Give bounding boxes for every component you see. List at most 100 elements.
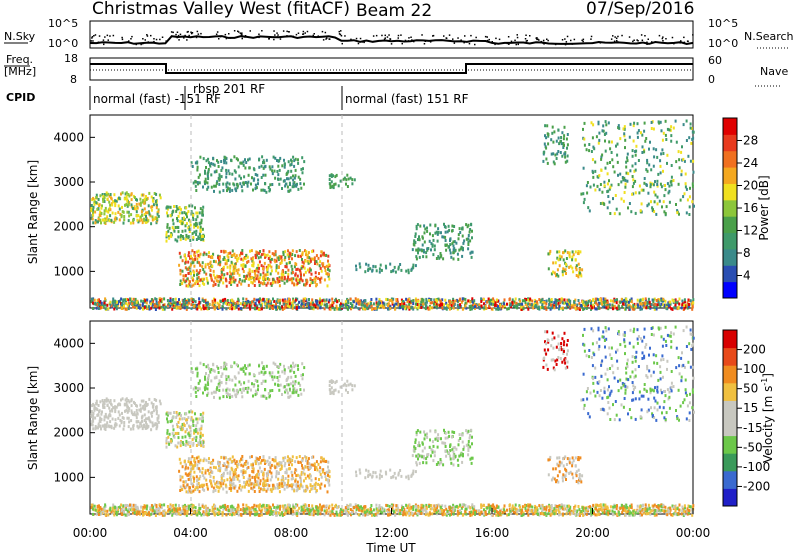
nsearch-dot	[216, 31, 219, 33]
power-cell	[235, 304, 238, 308]
power-cell	[193, 251, 196, 254]
nsearch-dot	[647, 38, 649, 40]
power-cell	[353, 178, 356, 182]
power-cell	[452, 244, 455, 248]
power-cell	[407, 271, 410, 275]
nsearch-dot	[637, 40, 639, 42]
power-cell	[127, 203, 130, 207]
power-cell	[95, 196, 98, 199]
velocity-cell	[204, 471, 207, 475]
velocity-cell	[193, 470, 196, 474]
power-cell	[344, 300, 347, 304]
velocity-cell	[218, 388, 221, 392]
power-cell	[492, 297, 495, 301]
power-cell	[378, 298, 381, 302]
power-cell	[661, 138, 664, 142]
nsearch-dot	[121, 38, 124, 41]
power-cell	[176, 225, 179, 229]
power-cell	[428, 239, 431, 243]
velocity-cell	[246, 461, 249, 465]
power-cell	[125, 197, 128, 201]
velocity-cell	[232, 482, 235, 486]
power-cell	[591, 306, 593, 310]
power-cell	[123, 304, 125, 308]
velocity-data	[90, 325, 695, 517]
power-cell	[660, 129, 663, 133]
power-cell	[111, 203, 114, 207]
power-cell	[201, 277, 204, 281]
power-cell	[242, 265, 245, 269]
power-cell	[566, 133, 569, 136]
power-cell	[327, 272, 330, 276]
plot-title: Christmas Valley West (fitACF)	[92, 0, 350, 19]
power-cell	[556, 256, 559, 260]
power-cell	[317, 256, 320, 260]
power-cell	[268, 307, 271, 310]
power-cell	[136, 218, 139, 222]
nsearch-dot	[515, 43, 517, 46]
velocity-cell	[320, 482, 323, 486]
velocity-cell	[223, 364, 225, 368]
power-cell	[250, 182, 252, 186]
power-cell	[176, 302, 179, 306]
power-cell	[118, 218, 121, 222]
power-cell	[191, 165, 194, 168]
power-cell	[439, 301, 442, 305]
power-cell	[672, 126, 675, 130]
power-cell	[351, 305, 353, 309]
power-cell	[407, 298, 410, 302]
velocity-cell	[216, 365, 218, 369]
velocity-cell	[185, 428, 188, 432]
nsearch-dot	[375, 34, 378, 37]
velocity-cell	[231, 460, 234, 463]
power-cell	[240, 251, 243, 255]
power-cell	[622, 199, 625, 203]
power-cell	[657, 303, 660, 307]
power-cell	[178, 301, 181, 305]
power-cell	[225, 185, 228, 189]
power-cell	[285, 262, 288, 266]
power-cell	[195, 223, 198, 227]
power-cell	[199, 207, 202, 211]
power-cell	[214, 184, 217, 188]
velocity-cell	[125, 397, 128, 401]
power-cell	[376, 302, 379, 306]
power-cell	[225, 168, 228, 172]
power-cell	[546, 124, 549, 128]
power-cell	[179, 255, 182, 259]
velocity-cell	[276, 483, 279, 487]
power-cell	[217, 279, 219, 283]
power-cell	[556, 250, 559, 254]
velocity-cell	[138, 408, 141, 412]
power-cell	[452, 240, 455, 244]
power-cell	[190, 284, 193, 288]
power-cell	[234, 177, 237, 181]
power-cell	[675, 140, 678, 144]
velocity-cell	[189, 426, 192, 430]
power-cell	[583, 307, 586, 311]
velocity-cell	[234, 461, 237, 465]
velocity-cell	[283, 464, 286, 468]
power-cell	[692, 159, 695, 163]
velocity-cell	[205, 372, 207, 375]
power-cell	[383, 304, 386, 308]
power-cell	[151, 215, 154, 219]
velocity-cell	[315, 460, 318, 464]
nsearch-dot	[172, 31, 174, 34]
power-cell	[223, 300, 226, 304]
velocity-cell	[234, 484, 237, 488]
power-cell	[519, 299, 522, 303]
power-cell	[351, 178, 354, 182]
power-cell	[284, 305, 287, 309]
power-cell	[597, 141, 600, 145]
power-cell	[520, 308, 523, 311]
velocity-cell	[222, 482, 225, 486]
velocity-cell	[172, 415, 175, 419]
power-cell	[634, 211, 637, 215]
power-cell	[328, 277, 331, 281]
power-cell	[192, 258, 195, 262]
power-cell	[256, 251, 259, 255]
power-cell	[304, 259, 307, 263]
power-cell	[628, 304, 631, 308]
power-cell	[127, 219, 130, 223]
